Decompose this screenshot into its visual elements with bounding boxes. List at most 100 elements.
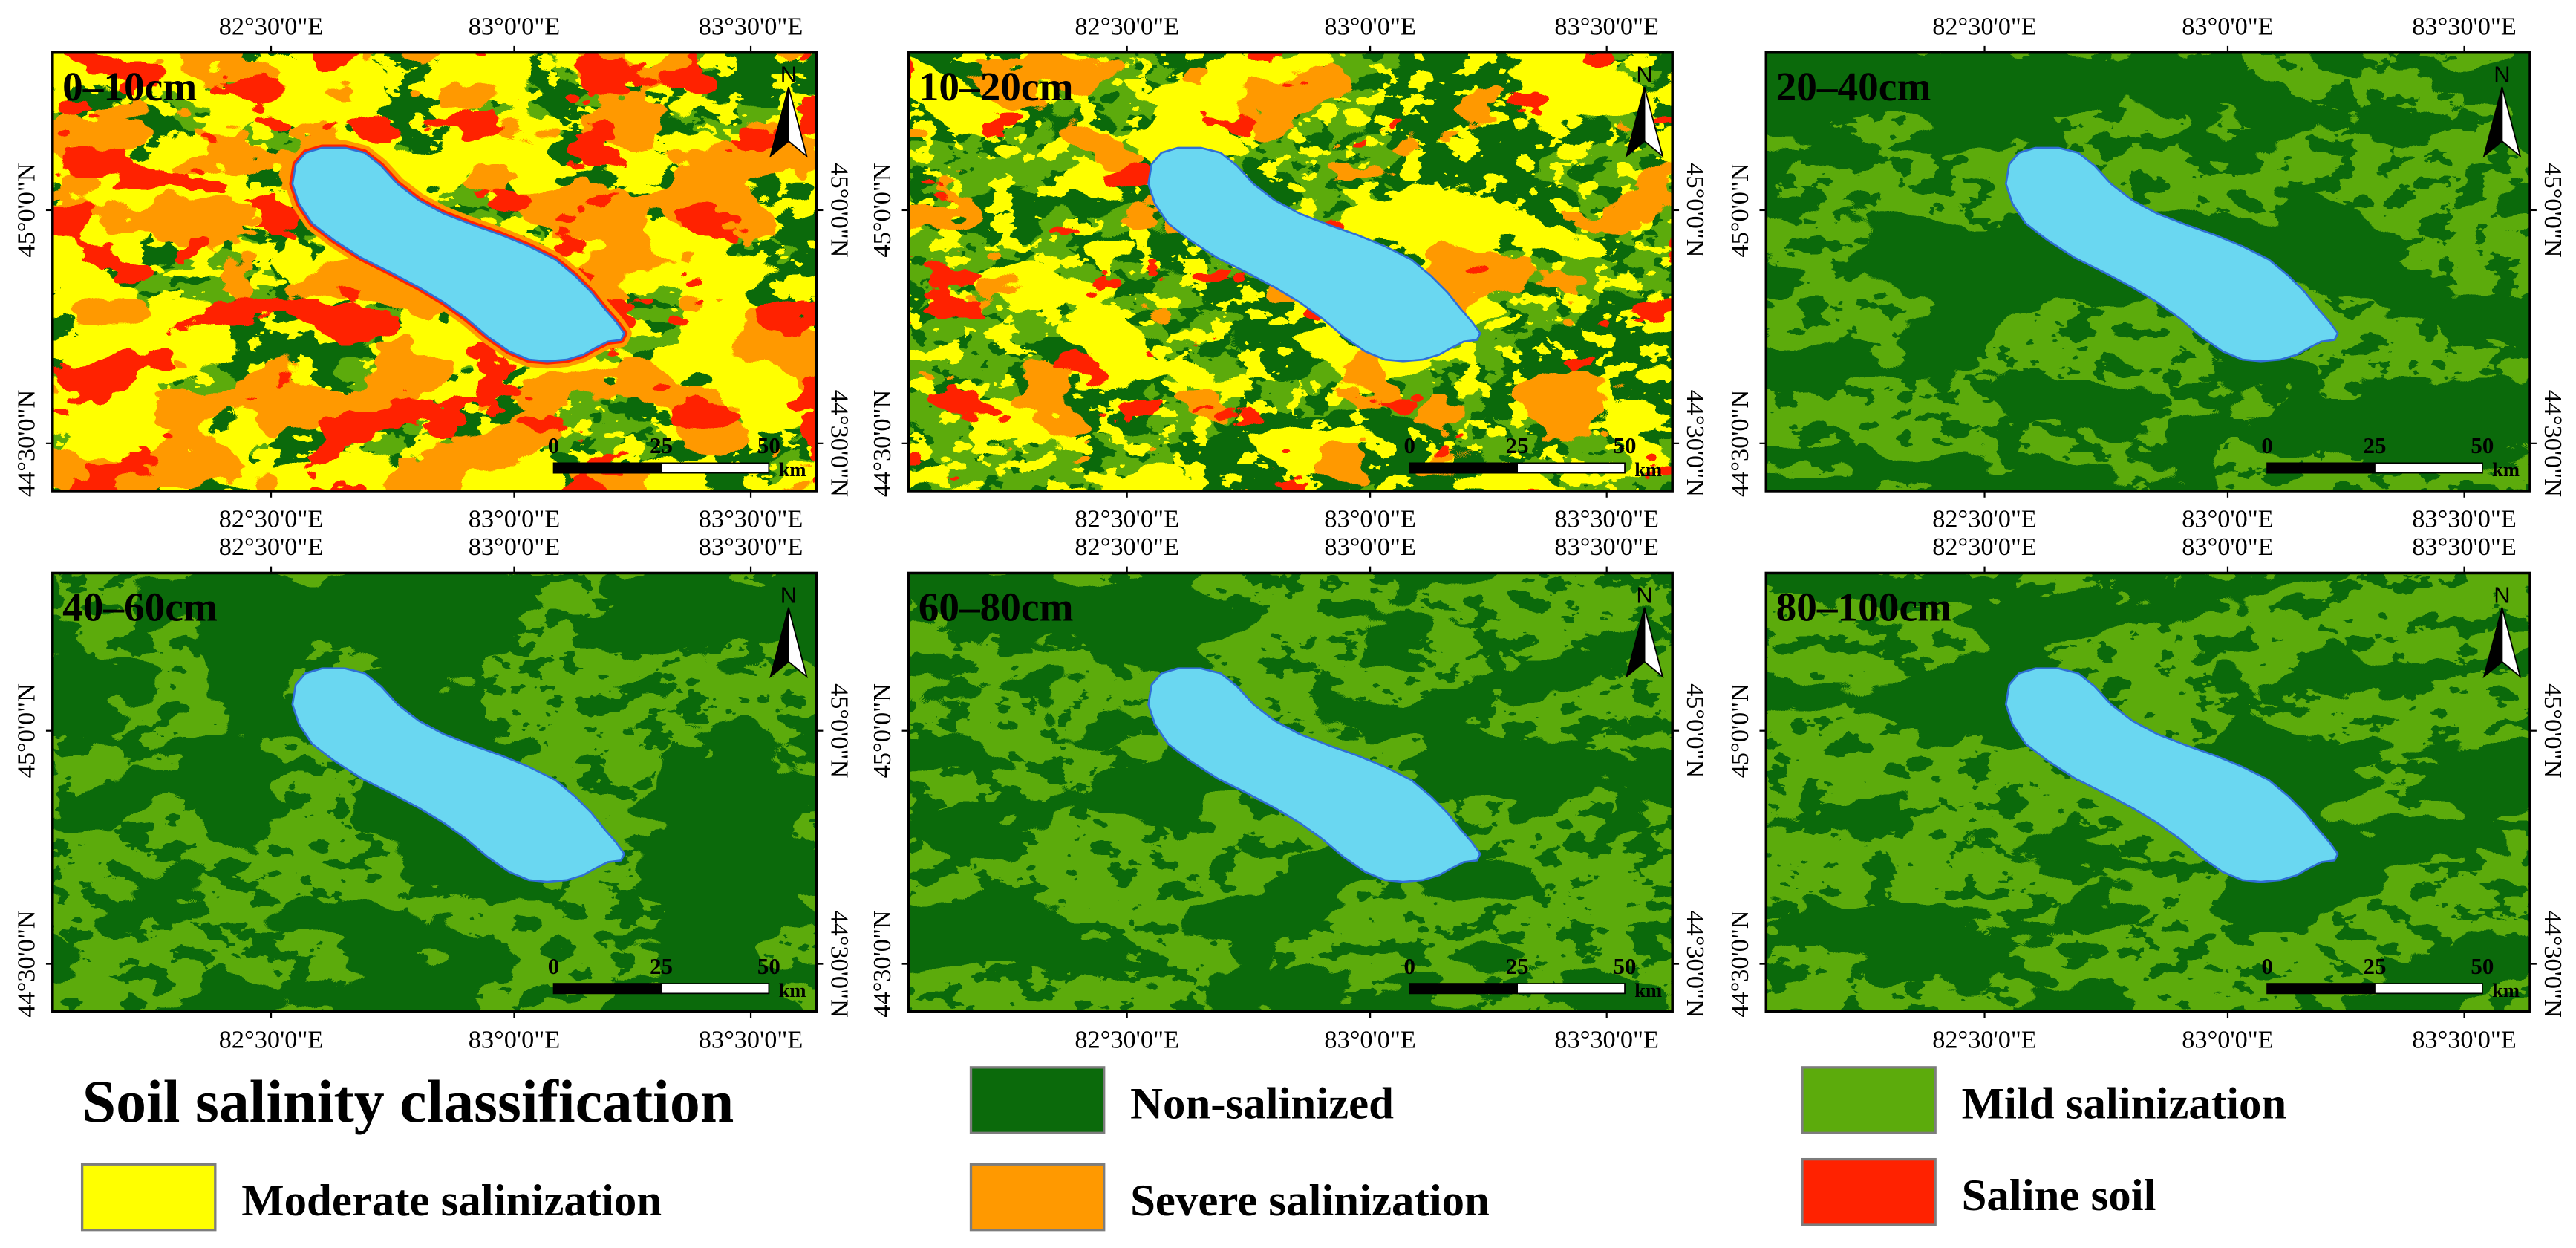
longitude-label-bottom: 83°0'0"E [2182,505,2273,533]
latitude-label-right: 45°0'0"N [1681,683,1709,778]
longitude-label-top: 83°30'0"E [699,12,803,40]
north-arrow-right-half [1643,607,1664,679]
salinity-raster [908,573,1673,1012]
north-arrow-label: N [780,582,797,608]
legend-swatch-moderate-salinization [80,1163,217,1232]
latitude-label-left: 45°0'0"N [868,163,896,257]
legend-item-non-salinized: Non-salinized [969,1066,1394,1134]
scale-bar-label: 25 [1506,953,1529,979]
north-arrow-right-half [1643,86,1664,158]
longitude-label-bottom: 83°30'0"E [2412,505,2517,533]
panel-depth-label: 0–10cm [62,64,197,109]
scale-bar-unit: km [2492,458,2520,481]
map-frame [1764,51,2531,493]
latitude-label-right: 44°30'0"N [2539,390,2567,497]
longitude-label-bottom: 83°0'0"E [1324,1025,1415,1053]
latitude-label-right: 45°0'0"N [1681,163,1709,257]
map-frame [907,571,1674,1013]
graticule-labels: 82°30'0"E 82°30'0"E 83°0'0"E 83°0'0"E 83°30'… [1726,533,2567,1053]
scale-bar-black-segment [552,983,662,995]
latitude-label-left: 45°0'0"N [12,163,40,257]
latitude-label-left: 44°30'0"N [868,910,896,1017]
longitude-label-bottom: 83°0'0"E [2182,1025,2273,1053]
scale-bar-white-segment [1516,462,1626,474]
longitude-label-bottom: 82°30'0"E [1932,1025,2037,1053]
longitude-label-bottom: 83°0'0"E [469,505,560,533]
longitude-label-top: 82°30'0"E [1932,12,2037,40]
longitude-label-top: 82°30'0"E [1075,12,1179,40]
north-arrow-label: N [2494,582,2510,608]
map-frame [907,51,1674,493]
scale-bar-label: 50 [2471,953,2494,979]
lake-polygon [1147,146,1481,363]
north-arrow-right-half [788,607,808,679]
scale-bar-white-segment [660,983,770,995]
north-arrow-right-half [2501,86,2522,158]
legend-swatch-saline-soil [1801,1157,1937,1226]
north-arrow-label: N [2494,62,2510,88]
panel-depth-label: 20–40cm [1776,64,1931,109]
longitude-label-top: 83°30'0"E [1554,12,1659,40]
scale-bar-label: 50 [1614,953,1637,979]
longitude-label-bottom: 82°30'0"E [1075,505,1179,533]
scale-bar-black-segment [1409,983,1519,995]
latitude-label-left: 44°30'0"N [12,390,40,497]
longitude-label-top: 83°30'0"E [699,533,803,561]
longitude-label-top: 83°0'0"E [469,12,560,40]
scale-bar-black-segment [552,462,662,474]
legend-item-mild-salinization: Mild salinization [1801,1066,2287,1134]
legend-item-moderate-salinization: Moderate salinization [80,1163,662,1232]
map-frame [51,571,818,1013]
panel-depth-label: 80–100cm [1776,585,1951,630]
longitude-label-top: 82°30'0"E [1932,533,2037,561]
longitude-label-bottom: 82°30'0"E [219,505,324,533]
longitude-label-top: 83°0'0"E [1324,12,1415,40]
latitude-label-right: 45°0'0"N [2539,683,2567,778]
scale-bar-black-segment [2266,983,2376,995]
scale-bar-unit: km [779,458,806,481]
latitude-label-right: 44°30'0"N [825,910,853,1017]
legend-title: Soil salinity classification [82,1067,734,1135]
north-arrow: N [1625,582,1664,679]
scale-bar-label: 0 [548,953,559,979]
longitude-label-top: 83°0'0"E [469,533,560,561]
legend-label-mild-salinization: Mild salinization [1962,1079,2287,1128]
scale-bar-label: 25 [650,432,673,458]
longitude-label-top: 82°30'0"E [219,533,324,561]
scale-bar-white-segment [660,462,770,474]
scale-bar-white-segment [2374,462,2483,474]
salinity-raster [908,52,1673,491]
north-arrow: N [2482,582,2522,679]
north-arrow-label: N [1636,582,1652,608]
scale-bar-label: 0 [1403,953,1415,979]
graticule-labels: 82°30'0"E 82°30'0"E 83°0'0"E 83°0'0"E 83°30'… [868,12,1709,533]
longitude-label-bottom: 83°30'0"E [2412,1025,2517,1053]
longitude-label-top: 83°30'0"E [2412,533,2517,561]
scale-bar-unit: km [1634,979,1662,1001]
longitude-label-bottom: 83°30'0"E [699,505,803,533]
legend-item-severe-salinization: Severe salinization [969,1163,1490,1232]
panel-depth-label: 60–80cm [919,585,1074,630]
north-arrow: N [769,62,808,158]
longitude-label-bottom: 83°0'0"E [469,1025,560,1053]
salinity-raster [52,573,817,1012]
scale-bar-unit: km [779,979,806,1001]
salinity-raster [52,52,817,491]
graticule-labels: 82°30'0"E 82°30'0"E 83°0'0"E 83°0'0"E 83°30'… [12,12,853,533]
scale-bar-label: 25 [2364,432,2387,458]
salinity-raster [1766,52,2531,491]
longitude-label-top: 83°0'0"E [2182,12,2273,40]
scale-bar-label: 50 [1614,432,1637,458]
longitude-label-bottom: 82°30'0"E [219,1025,324,1053]
latitude-label-right: 44°30'0"N [825,390,853,497]
